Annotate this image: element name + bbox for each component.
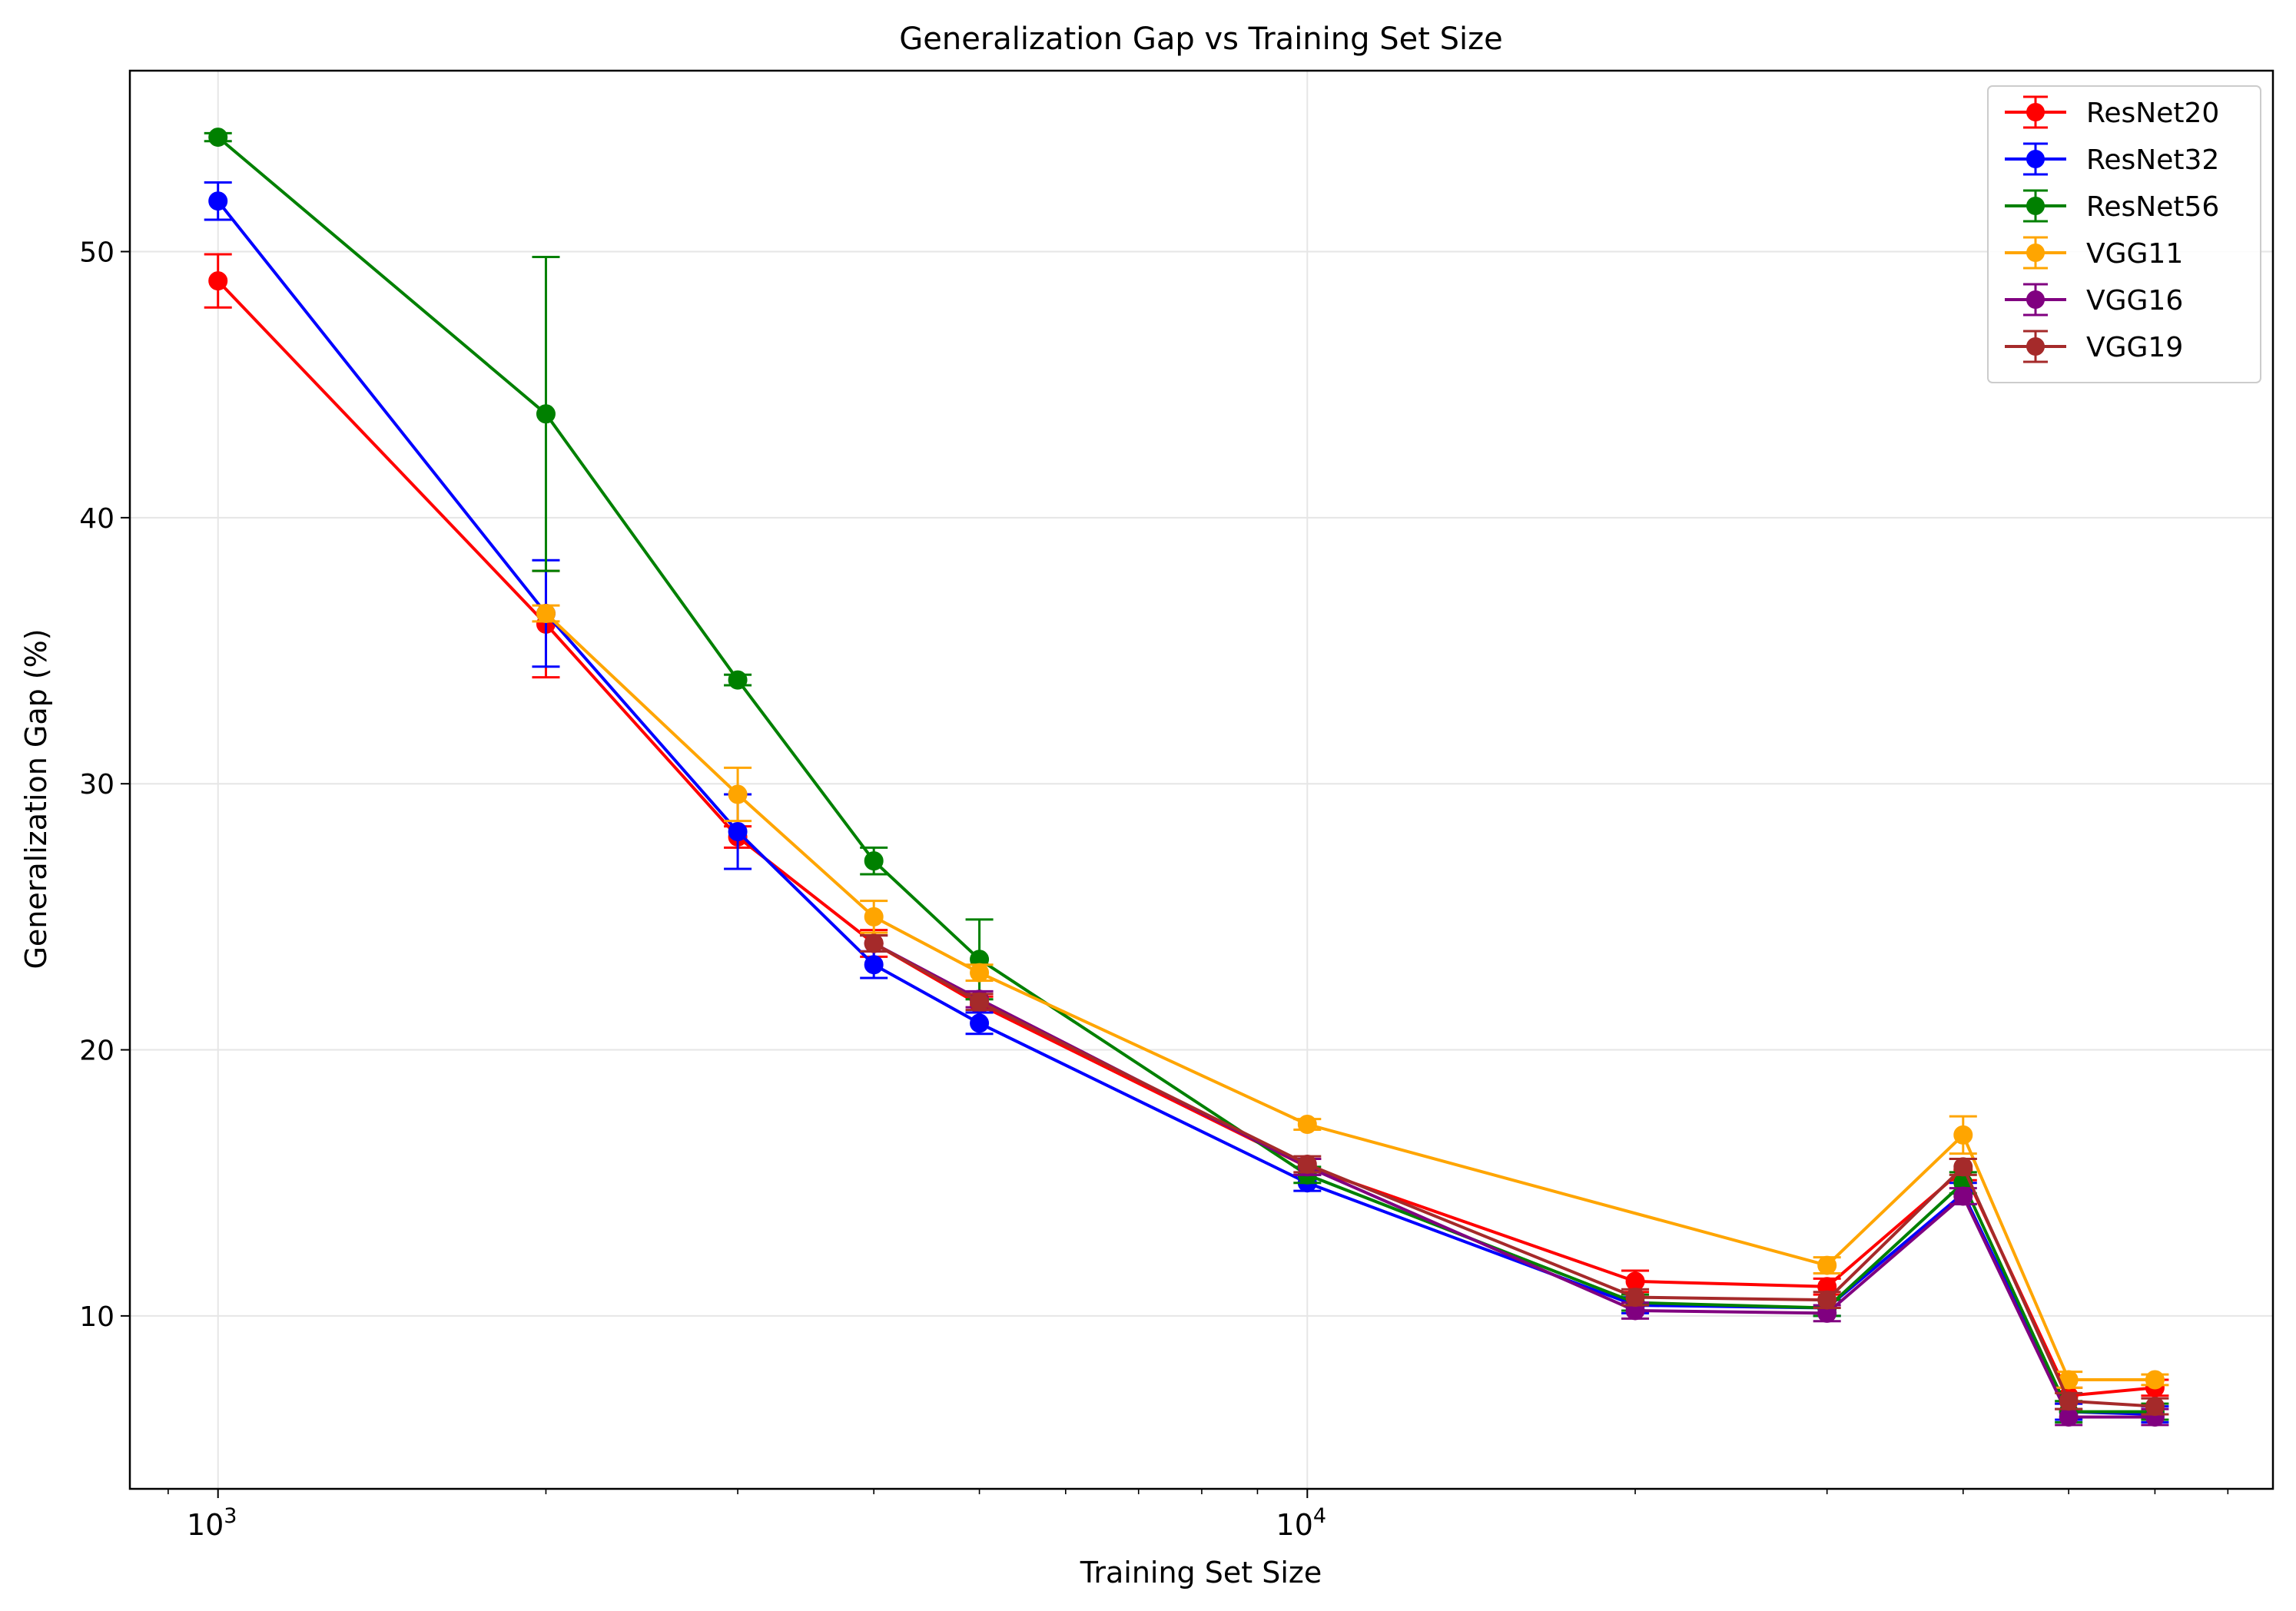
legend-label: ResNet32 xyxy=(2086,144,2219,176)
series-line xyxy=(217,136,2155,1414)
data-point xyxy=(864,907,884,926)
legend-swatch-marker xyxy=(2026,244,2045,262)
y-tick-label: 10 xyxy=(79,1301,114,1333)
legend-item: ResNet56 xyxy=(2005,189,2219,223)
data-point xyxy=(2059,1391,2079,1411)
y-tick-label: 20 xyxy=(79,1036,114,1067)
data-point xyxy=(208,191,228,211)
data-point xyxy=(1817,1255,1837,1275)
legend-item: VGG11 xyxy=(2005,236,2183,270)
grid xyxy=(130,71,2273,1489)
series-line xyxy=(873,942,2155,1408)
chart-title: Generalization Gap vs Training Set Size xyxy=(899,22,1503,57)
data-point xyxy=(970,963,990,983)
series-resnet32 xyxy=(204,181,2169,1424)
data-point xyxy=(2145,1370,2165,1390)
legend-label: VGG16 xyxy=(2086,285,2183,317)
series-vgg19 xyxy=(860,933,2169,1417)
data-point xyxy=(1625,1288,1645,1308)
data-point xyxy=(728,822,748,842)
data-point xyxy=(2145,1397,2165,1417)
data-point xyxy=(208,271,228,291)
data-point xyxy=(728,670,748,690)
x-tick-label: 104 xyxy=(1276,1504,1327,1542)
legend-item: ResNet20 xyxy=(2005,95,2219,129)
legend-swatch-marker xyxy=(2026,337,2045,356)
legend-swatch-marker xyxy=(2026,290,2045,309)
series-resnet20 xyxy=(204,253,2169,1406)
data-point xyxy=(864,955,884,975)
series-resnet56 xyxy=(204,128,2169,1424)
legend-label: ResNet56 xyxy=(2086,191,2219,223)
data-point xyxy=(1297,1154,1317,1174)
x-tick-label-exponent: 3 xyxy=(224,1504,237,1528)
x-tick-label: 103 xyxy=(187,1504,237,1542)
data-point xyxy=(864,851,884,871)
data-point xyxy=(536,404,556,424)
legend-swatch-marker xyxy=(2026,197,2045,215)
y-tick-label: 50 xyxy=(79,237,114,269)
legend-swatch-marker xyxy=(2026,150,2045,168)
series-line xyxy=(873,942,2155,1419)
plot-frame xyxy=(128,69,2274,1490)
series-line xyxy=(545,612,2155,1381)
plot-area xyxy=(204,128,2169,1427)
legend-label: VGG11 xyxy=(2086,238,2183,270)
data-point xyxy=(970,1013,990,1033)
legend: ResNet20 ResNet32 ResNet56 VGG11 VGG16 VGG19 xyxy=(1987,85,2261,383)
data-point xyxy=(728,784,748,804)
y-tick-label: 40 xyxy=(79,503,114,535)
data-point xyxy=(1953,1186,1973,1206)
series-vgg11 xyxy=(532,604,2169,1390)
y-tick-label: 30 xyxy=(79,769,114,801)
data-point xyxy=(536,604,556,624)
data-point xyxy=(970,992,990,1012)
legend-item: VGG19 xyxy=(2005,330,2183,363)
legend-label: VGG19 xyxy=(2086,332,2183,363)
legend-item: VGG16 xyxy=(2005,283,2183,317)
x-tick-label-base: 10 xyxy=(187,1508,224,1542)
legend-item: ResNet32 xyxy=(2005,142,2219,176)
y-axis-label: Generalization Gap (%) xyxy=(19,628,53,969)
data-point xyxy=(1817,1290,1837,1310)
legend-swatch-marker xyxy=(2026,103,2045,121)
data-point xyxy=(208,128,228,148)
legend-label: ResNet20 xyxy=(2086,98,2219,129)
x-axis-label: Training Set Size xyxy=(1080,1556,1322,1589)
data-point xyxy=(1953,1157,1973,1177)
x-tick-label-base: 10 xyxy=(1276,1508,1313,1542)
data-point xyxy=(1297,1115,1317,1135)
data-point xyxy=(864,933,884,953)
x-tick-label-exponent: 4 xyxy=(1313,1504,1326,1528)
data-point xyxy=(1953,1125,1973,1145)
